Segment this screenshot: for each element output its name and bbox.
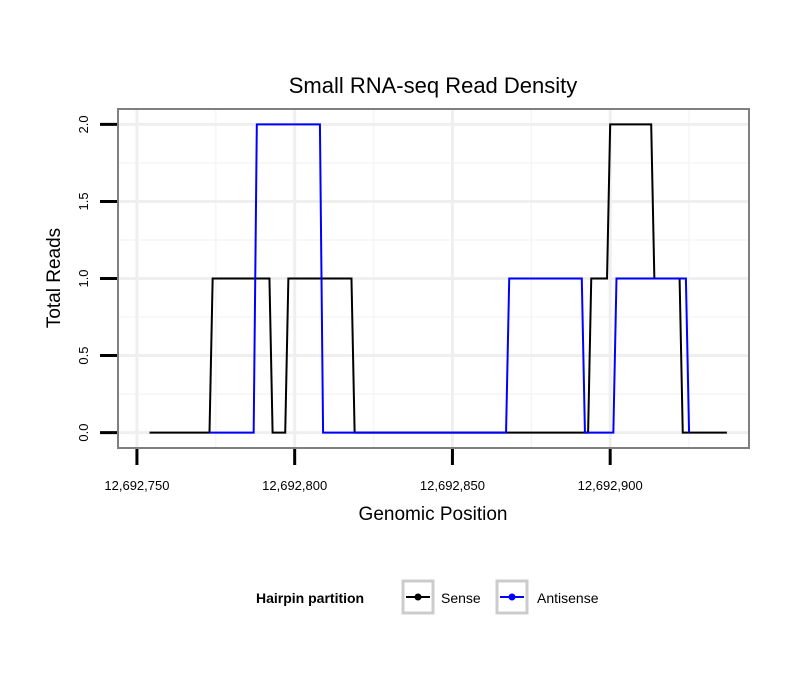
- y-tick-label: 1.5: [76, 192, 91, 210]
- y-tick-label: 0.5: [76, 347, 91, 365]
- y-axis-title: Total Reads: [44, 228, 65, 328]
- chart-title: Small RNA-seq Read Density: [289, 73, 578, 98]
- x-tick-label: 12,692,900: [578, 478, 643, 493]
- legend-label-sense: Sense: [441, 590, 481, 606]
- x-tick-label: 12,692,800: [262, 478, 327, 493]
- legend-point-sense: [414, 593, 422, 601]
- plot-border: [117, 108, 750, 449]
- series-line-antisense: [209, 123, 691, 434]
- legend-item-sense[interactable]: Sense: [401, 579, 481, 615]
- y-tick-label: 1.0: [76, 269, 91, 287]
- x-axis: 12,692,750 12,692,800 12,692,850 12,692,900: [104, 449, 643, 493]
- x-tick-label: 12,692,750: [104, 478, 169, 493]
- y-tick-label: 0.0: [76, 424, 91, 442]
- legend-item-antisense[interactable]: Antisense: [495, 579, 599, 615]
- legend-point-antisense: [508, 593, 516, 601]
- legend-title: Hairpin partition: [256, 590, 364, 606]
- x-tick-label: 12,692,850: [420, 478, 485, 493]
- legend: Hairpin partition Sense Antisense: [256, 579, 599, 615]
- y-tick-label: 2.0: [76, 115, 91, 133]
- y-axis: 0.0 0.5 1.0 1.5 2.0: [76, 115, 117, 442]
- legend-label-antisense: Antisense: [537, 590, 599, 606]
- series-layer: [149, 123, 727, 434]
- x-axis-title: Genomic Position: [359, 504, 508, 525]
